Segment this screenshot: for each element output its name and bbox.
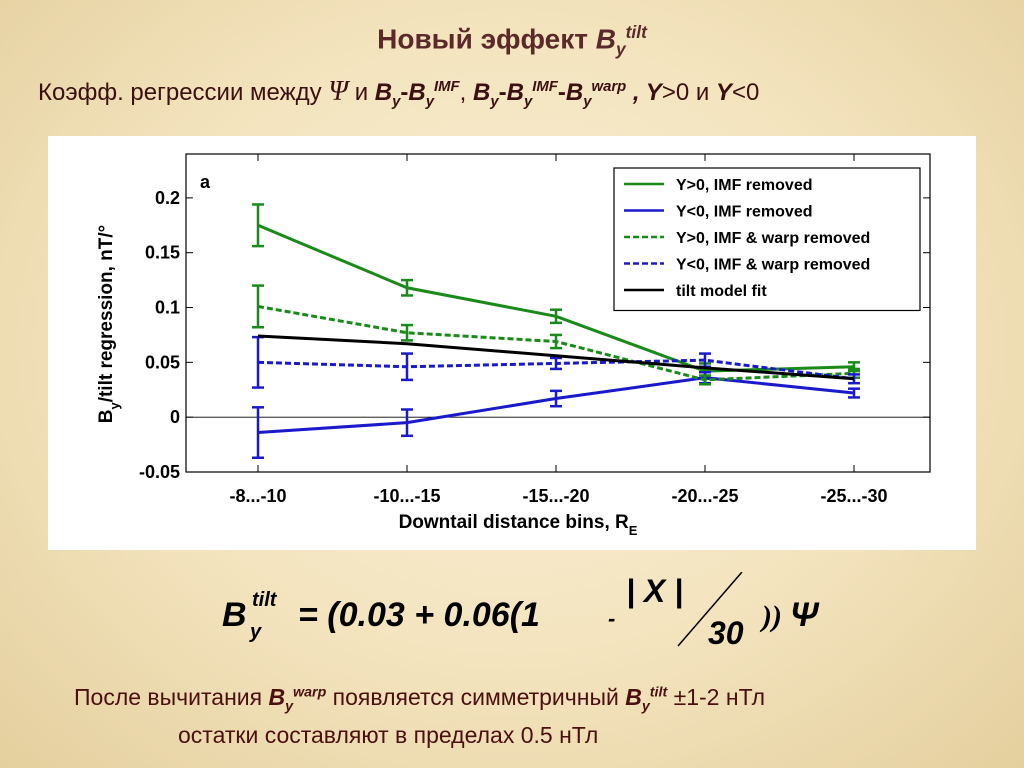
slide-title: Новый эффект Bytilt [377, 22, 647, 59]
legend-entry: Y<0, IMF removed [676, 204, 813, 221]
footer-line-2: остатки составляют в пределах 0.5 нТл [178, 722, 599, 748]
panel-label: a [200, 172, 211, 192]
formula-lhs-y: y [249, 621, 262, 643]
formula-psi: Ψ [790, 596, 820, 634]
chart-panel: -0.05 0 0.05 0.1 0.15 0.2 -8...-10 -10...-15 -15… [48, 136, 976, 550]
formula-lhs-tilt: tilt [252, 589, 278, 611]
psi-symbol: Ψ [328, 76, 349, 107]
formula-denominator: 30 [708, 615, 744, 651]
series-4 [257, 334, 855, 381]
formula-minus: - [608, 606, 615, 631]
x-axis-label: Downtail distance bins, RE [399, 512, 638, 538]
series-1 [252, 370, 860, 459]
y-tick-label: 0.05 [145, 352, 180, 372]
formula-close: )) [759, 600, 782, 633]
y-tick-label: -0.05 [139, 462, 180, 482]
x-tick-label: -20...-25 [671, 486, 738, 506]
tilt-formula: B y tilt = (0.03 + 0.06(1 - | X | 30 )) … [222, 571, 842, 652]
svg-text:Downtail distance bins, RE: Downtail distance bins, RE [399, 512, 638, 538]
legend-entry: tilt model fit [676, 283, 767, 300]
y-tick-label: 0.15 [145, 243, 180, 263]
footer-line-1: После вычитания Bywarp появляется симмет… [74, 684, 766, 715]
regression-chart: -0.05 0 0.05 0.1 0.15 0.2 -8...-10 -10...-15 -15… [96, 153, 931, 538]
y-tick-label: 0.2 [155, 188, 180, 208]
slide-subtitle: Коэфф. регрессии между Ψ и By-ByIMF, By-… [38, 76, 760, 110]
formula-fraction-bar [677, 571, 743, 647]
svg-text:By/tilt regression, nT/°: By/tilt regression, nT/° [96, 225, 122, 424]
x-tick-label: -10...-15 [373, 486, 440, 506]
legend-entry: Y<0, IMF & warp removed [676, 257, 870, 274]
plot-frame [185, 153, 931, 473]
legend-entry: Y>0, IMF & warp removed [676, 230, 870, 247]
legend-box [613, 167, 921, 312]
x-tick-label: -15...-20 [522, 486, 589, 506]
x-tick-label: -8...-10 [229, 486, 286, 506]
x-tick-label: -25...-30 [820, 486, 887, 506]
formula-rhs: = (0.03 + 0.06(1 [298, 596, 540, 634]
y-tick-label: 0.1 [155, 298, 180, 318]
y-tick-label: 0 [170, 407, 180, 427]
series-3 [252, 335, 860, 389]
formula-lhs-B: B [222, 596, 247, 634]
series-line [257, 334, 855, 381]
legend-entry: Y>0, IMF removed [676, 177, 813, 194]
series-0 [252, 203, 860, 381]
formula-numerator: | X | [626, 573, 683, 609]
y-axis-label: By/tilt regression, nT/° [96, 225, 122, 424]
